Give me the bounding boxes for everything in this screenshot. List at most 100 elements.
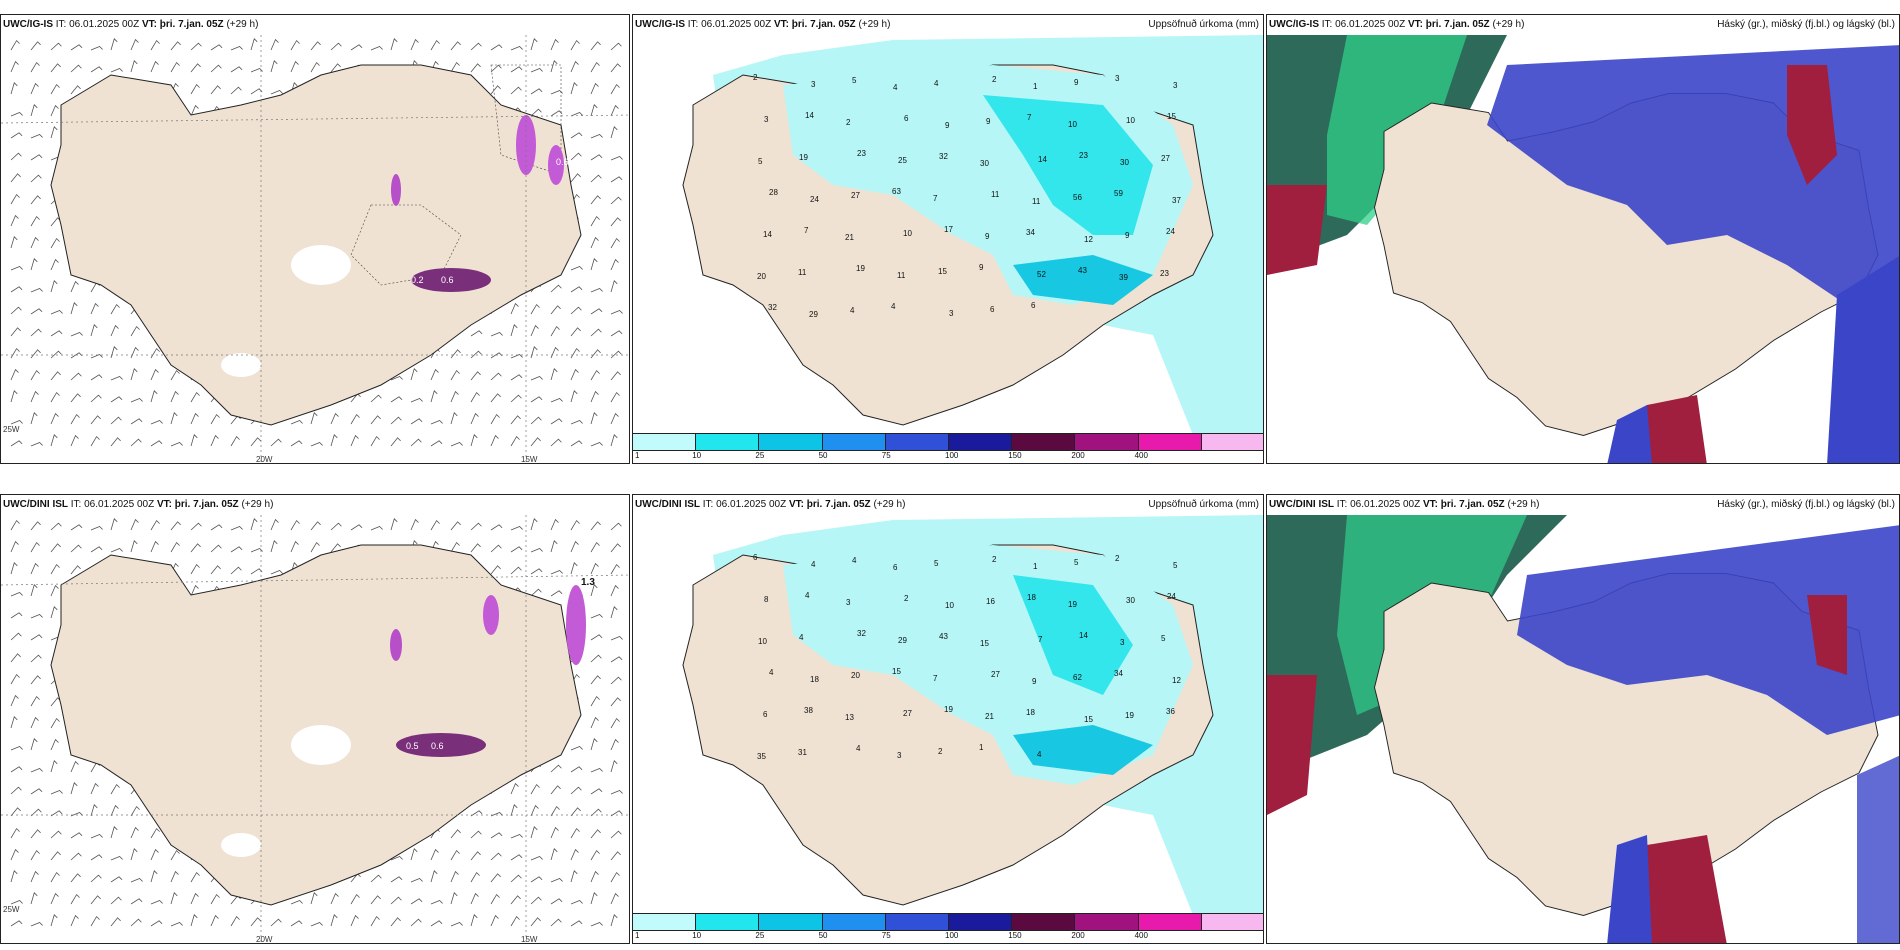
wind-barb: [10, 899, 23, 905]
wind-barb: [590, 154, 603, 161]
wind-barb: [610, 391, 620, 403]
wind-barb: [190, 892, 199, 905]
wind-barb: [130, 368, 138, 381]
wind-barb: [10, 265, 23, 271]
wind-barb: [550, 284, 562, 293]
wind-barb: [290, 899, 303, 905]
wind-barb: [290, 920, 303, 927]
wind-barb: [610, 104, 619, 117]
wind-barb: [10, 807, 21, 817]
wind-barb: [570, 807, 581, 817]
wind-barb: [190, 563, 200, 575]
wind-map: 0.5 0.6 1.3: [1, 515, 629, 943]
precip-value-label: 3: [949, 309, 954, 318]
precip-value-label: 11: [1032, 197, 1041, 206]
wind-barb: [370, 45, 383, 51]
wind-barb: [290, 519, 300, 531]
wind-barb: [130, 918, 142, 927]
wind-barb: [590, 390, 599, 403]
wind-barb: [470, 871, 480, 883]
precip-value-label: 37: [1172, 196, 1181, 205]
wind-barb: [390, 375, 403, 381]
wind-barb: [10, 745, 23, 751]
wind-barb: [30, 541, 40, 553]
wind-barb: [110, 67, 123, 73]
wind-barb: [270, 60, 278, 73]
wind-barb: [590, 328, 602, 337]
wind-panel-top: UWC/IG-IS IT: 06.01.2025 00Z VT: þri. 7.…: [0, 14, 630, 464]
wind-barb: [570, 286, 583, 293]
colorbar-tick-label: 75: [881, 931, 891, 940]
wind-barb: [130, 877, 143, 883]
colorbar-segment: [696, 433, 760, 451]
colorbar-tick-label: 400: [1134, 451, 1148, 460]
wind-barb: [510, 302, 519, 315]
wind-barb: [70, 832, 83, 839]
wind-barb: [610, 196, 622, 205]
wind-barb: [590, 412, 598, 425]
wind-barb: [610, 412, 619, 425]
precip-value-label: 14: [1038, 155, 1047, 164]
lon-label: 20W: [256, 455, 273, 464]
wind-barb: [210, 434, 219, 447]
wind-barb: [30, 133, 43, 139]
wind-barb: [90, 394, 102, 403]
lon-label: 20W: [256, 935, 273, 944]
wind-barb: [570, 39, 580, 51]
precip-value-label: 18: [1026, 708, 1035, 717]
precip-value-label: 19: [944, 705, 953, 714]
wind-value-label: 0.6: [556, 157, 569, 167]
wind-barb: [50, 330, 63, 337]
wind-barb: [150, 540, 159, 553]
colorbar-segment: [885, 433, 950, 451]
wind-barb: [430, 368, 439, 381]
precip-value-label: 35: [757, 752, 766, 761]
colorbar-tick-label: 200: [1071, 931, 1085, 940]
precip-value-label: 18: [810, 675, 819, 684]
wind-barb: [570, 827, 580, 839]
wind-barb: [610, 656, 623, 663]
wind-barb: [50, 309, 63, 315]
wind-barb: [90, 45, 103, 51]
wind-barb: [390, 38, 398, 51]
wind-barb: [350, 893, 360, 905]
wind-barb: [50, 237, 60, 249]
precip-value-label: 28: [769, 188, 778, 197]
wind-barb: [590, 541, 600, 553]
wind-barb: [10, 152, 22, 161]
wind-barb: [10, 214, 19, 227]
colorbar: 1 10 25 50 75 100 150 200 400: [633, 433, 1263, 463]
cloud-panel-bottom: UWC/DINI ISL IT: 06.01.2025 00Z VT: þri.…: [1266, 494, 1900, 944]
precip-value-label: 3: [1120, 638, 1125, 647]
wind-barb: [610, 63, 621, 73]
wind-barb: [30, 441, 43, 447]
wind-barb: [530, 826, 538, 839]
panel-header: UWC/DINI ISL IT: 06.01.2025 00Z VT: þri.…: [635, 499, 905, 510]
precip-value-label: 5: [934, 559, 939, 568]
wind-barb: [510, 86, 522, 95]
wind-barb: [30, 675, 41, 685]
wind-barb: [210, 64, 222, 73]
wind-barb: [530, 783, 540, 795]
wind-barb: [590, 634, 603, 641]
wind-barb: [410, 518, 419, 531]
colorbar-segment: [822, 433, 886, 451]
precip-value-label: 5: [1074, 558, 1079, 567]
lon-label: 15W: [521, 455, 538, 464]
wind-barb: [530, 518, 538, 531]
wind-barb: [510, 324, 518, 337]
wind-barb: [590, 675, 601, 685]
wind-barb: [590, 82, 599, 95]
wind-barb: [50, 434, 58, 447]
wind-barb: [150, 390, 158, 403]
wind-barb: [90, 833, 103, 839]
wind-barb: [490, 64, 502, 73]
wind-barb: [170, 870, 179, 883]
precip-value-label: 10: [758, 637, 767, 646]
wind-barb: [30, 195, 41, 205]
wind-barb: [90, 525, 103, 531]
colorbar-segment: [1201, 913, 1263, 931]
colorbar-segment: [633, 913, 697, 931]
wind-barb: [250, 437, 261, 447]
wind-barb: [30, 287, 43, 293]
